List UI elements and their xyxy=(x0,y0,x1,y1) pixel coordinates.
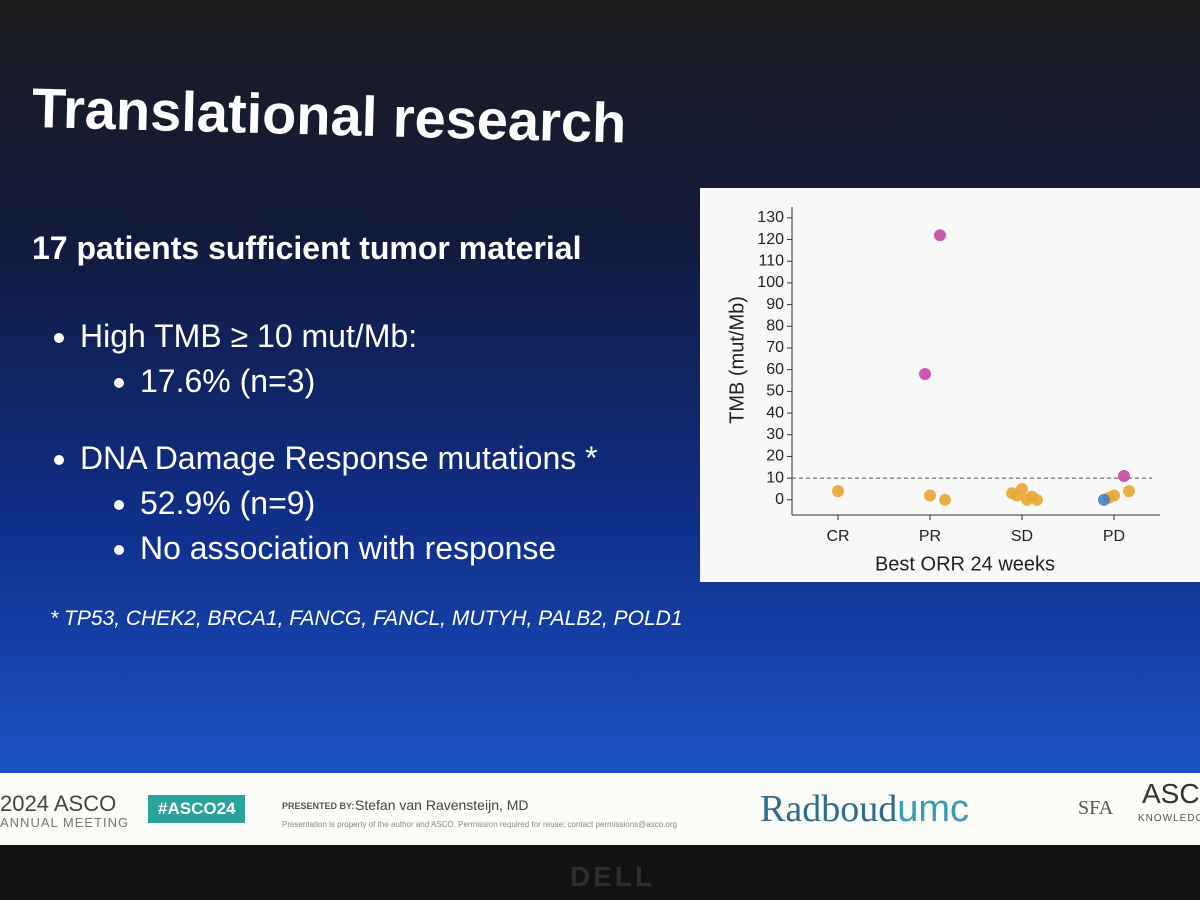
point xyxy=(934,229,946,242)
asco-brand: 2024 ASCO xyxy=(0,791,117,816)
y-tick-label: 130 xyxy=(757,209,784,226)
bullet-text: High TMB ≥ 10 mut/Mb: xyxy=(80,318,418,354)
point xyxy=(832,485,844,498)
sub-bullet: No association with response xyxy=(140,530,598,567)
point xyxy=(1098,493,1110,506)
x-tick-label: PR xyxy=(919,528,941,545)
point xyxy=(1021,493,1033,506)
y-tick-label: 90 xyxy=(766,296,784,313)
y-tick-label: 80 xyxy=(766,318,784,335)
y-tick-label: 110 xyxy=(758,252,784,269)
x-tick-label: PD xyxy=(1103,528,1125,545)
point xyxy=(1123,485,1135,498)
bullet: High TMB ≥ 10 mut/Mb: 17.6% (n=3) xyxy=(80,318,598,400)
sub-bullet: 17.6% (n=3) xyxy=(140,363,598,400)
bezel-brand: DELL xyxy=(570,861,656,892)
point xyxy=(939,493,951,506)
y-axis-label: TMB (mut/Mb) xyxy=(726,296,748,424)
y-tick-label: 20 xyxy=(766,448,784,465)
asco-logo: ASCO xyxy=(1142,778,1200,809)
y-tick-label: 50 xyxy=(766,383,784,400)
bullet: DNA Damage Response mutations * 52.9% (n… xyxy=(80,440,598,567)
point xyxy=(1006,487,1018,500)
footnote: * TP53, CHEK2, BRCA1, FANCG, FANCL, MUTY… xyxy=(50,607,683,630)
y-tick-label: 0 xyxy=(775,491,784,508)
footer: 2024 ASCO ANNUAL MEETING #ASCO24 PRESENT… xyxy=(0,773,1200,845)
chart-panel xyxy=(700,188,1200,582)
sub-bullet: 52.9% (n=9) xyxy=(140,485,598,522)
presenter: Stefan van Ravensteijn, MD xyxy=(355,797,529,813)
meeting: ANNUAL MEETING xyxy=(0,815,130,830)
bullet-text: DNA Damage Response mutations * xyxy=(80,440,598,476)
y-tick-label: 70 xyxy=(766,339,784,356)
point xyxy=(919,368,931,381)
point xyxy=(1118,469,1130,482)
y-tick-label: 30 xyxy=(766,426,784,443)
x-tick-label: CR xyxy=(826,528,849,545)
bezel: DELL xyxy=(0,845,1200,900)
sub-list: 52.9% (n=9) No association with response xyxy=(80,485,598,567)
y-tick-label: 10 xyxy=(766,469,784,486)
point xyxy=(924,489,936,502)
bullet-list: High TMB ≥ 10 mut/Mb: 17.6% (n=3) DNA Da… xyxy=(40,318,598,607)
knowledge: KNOWLEDGE xyxy=(1138,813,1200,824)
notice: Presentation is property of the author a… xyxy=(282,820,677,829)
list: High TMB ≥ 10 mut/Mb: 17.6% (n=3) DNA Da… xyxy=(40,318,598,567)
hashtag: #ASCO24 xyxy=(148,795,246,823)
logo-part: umc xyxy=(897,788,970,830)
y-tick-label: 100 xyxy=(757,274,784,291)
sub-list: 17.6% (n=3) xyxy=(80,363,598,400)
y-tick-label: 40 xyxy=(766,404,784,421)
radboud-logo: Radboudumc xyxy=(760,787,969,831)
heading: 17 patients sufficient tumor material xyxy=(32,230,582,266)
y-tick-label: 60 xyxy=(766,361,784,378)
sfa-logo: SFA xyxy=(1078,797,1114,819)
presented-by: PRESENTED BY: xyxy=(282,801,355,811)
x-tick-label: SD xyxy=(1011,528,1033,545)
x-axis-label: Best ORR 24 weeks xyxy=(875,553,1055,575)
y-tick-label: 120 xyxy=(757,231,784,248)
logo-part: Radboud xyxy=(760,788,898,830)
